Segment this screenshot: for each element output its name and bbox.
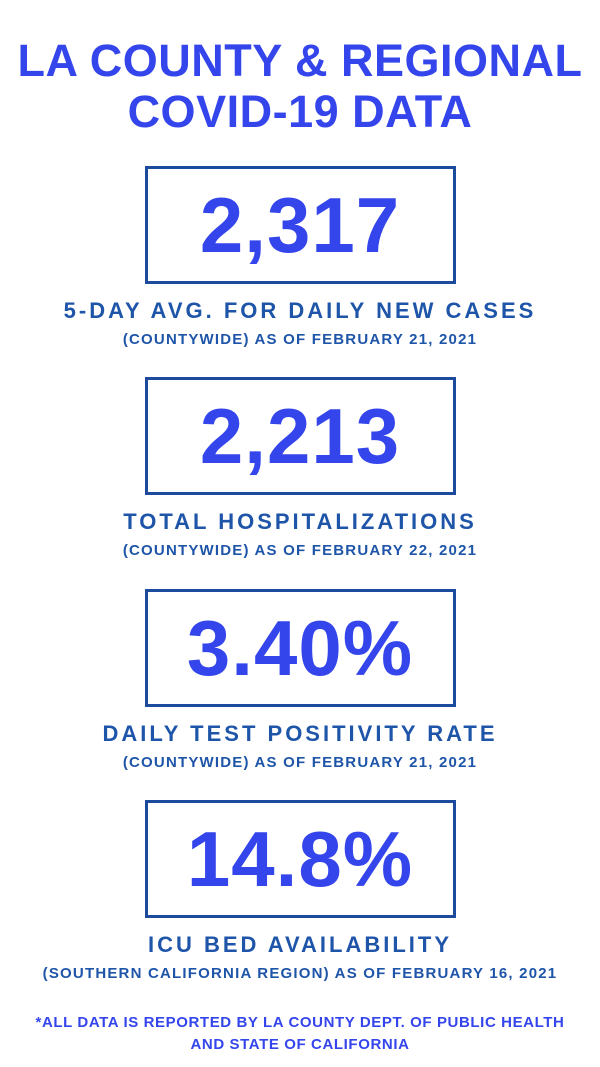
data-source-note-line1: *ALL DATA IS REPORTED BY LA COUNTY DEPT.… bbox=[35, 1013, 565, 1031]
stat-value-box: 2,213 bbox=[144, 377, 456, 496]
data-source-note-line2: AND STATE OF CALIFORNIA bbox=[190, 1036, 410, 1053]
data-source-note: *ALL DATA IS REPORTED BY LA COUNTY DEPT.… bbox=[0, 1012, 600, 1057]
stat-card-test-positivity-rate: 3.40% DAILY TEST POSITIVITY RATE (COUNTY… bbox=[0, 588, 600, 772]
stat-value: 2,317 bbox=[199, 180, 401, 269]
stat-value: 14.8% bbox=[186, 815, 414, 904]
stat-sublabel: (SOUTHERN CALIFORNIA REGION) AS OF FEBRU… bbox=[42, 965, 558, 982]
stat-value: 3.40% bbox=[186, 603, 414, 692]
page-title-line1: LA COUNTY & REGIONAL bbox=[17, 35, 583, 86]
stat-card-daily-new-cases: 2,317 5-DAY AVG. FOR DAILY NEW CASES (CO… bbox=[0, 165, 600, 349]
stat-card-total-hospitalizations: 2,213 TOTAL HOSPITALIZATIONS (COUNTYWIDE… bbox=[0, 377, 600, 560]
stat-label: ICU BED AVAILABILITY bbox=[147, 932, 453, 958]
stat-value-box: 3.40% bbox=[144, 588, 456, 707]
page-title: LA COUNTY & REGIONAL COVID-19 DATA bbox=[0, 0, 600, 138]
stat-label: DAILY TEST POSITIVITY RATE bbox=[102, 720, 498, 746]
stat-label: TOTAL HOSPITALIZATIONS bbox=[123, 509, 477, 535]
stat-sublabel: (COUNTYWIDE) AS OF FEBRUARY 21, 2021 bbox=[122, 753, 478, 771]
page-title-line2: COVID-19 DATA bbox=[127, 85, 473, 137]
stats-list: 2,317 5-DAY AVG. FOR DAILY NEW CASES (CO… bbox=[0, 165, 600, 984]
stat-label: 5-DAY AVG. FOR DAILY NEW CASES bbox=[63, 297, 537, 323]
stat-value-box: 14.8% bbox=[144, 800, 456, 919]
stat-sublabel: (COUNTYWIDE) AS OF FEBRUARY 22, 2021 bbox=[122, 542, 478, 560]
stat-card-icu-bed-availability: 14.8% ICU BED AVAILABILITY (SOUTHERN CAL… bbox=[0, 800, 600, 983]
stat-value-box: 2,317 bbox=[144, 165, 456, 284]
stat-sublabel: (COUNTYWIDE) AS OF FEBRUARY 21, 2021 bbox=[122, 330, 478, 348]
stat-value: 2,213 bbox=[199, 392, 401, 481]
